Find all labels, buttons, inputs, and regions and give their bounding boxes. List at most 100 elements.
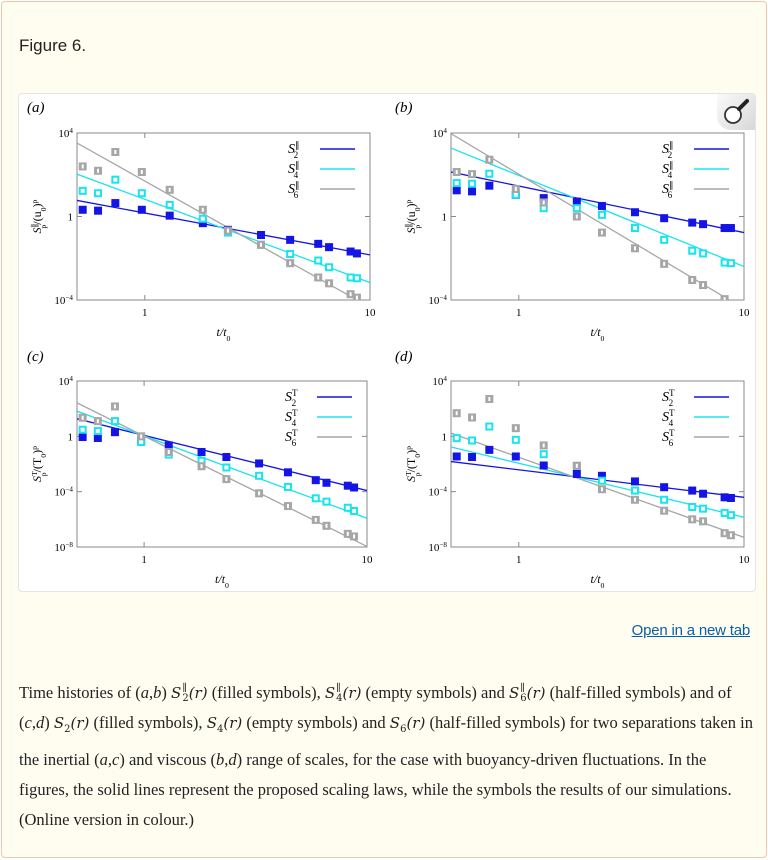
open-in-new-tab-link[interactable]: Open in a new tab: [631, 622, 751, 639]
data-point-inner: [317, 275, 320, 280]
data-point-S2: [283, 468, 292, 477]
data-point-inner: [353, 534, 356, 539]
data-point-S2: [539, 461, 548, 470]
data-point-S2: [197, 447, 206, 456]
data-point-inner: [113, 404, 116, 409]
data-point-inner: [471, 415, 474, 420]
caption-math: S ∥ 2 (r): [171, 683, 208, 704]
legend-label: S∥ 2: [288, 140, 300, 160]
data-point-S4: [222, 463, 231, 472]
data-point-S2: [468, 453, 477, 462]
data-point-inner: [514, 426, 517, 431]
legend-label: ST 4: [285, 408, 298, 428]
data-point-S4: [198, 214, 207, 223]
data-point-S4: [688, 246, 697, 255]
data-point-S2: [164, 441, 173, 450]
plot-frame: [450, 380, 745, 548]
data-point-inner: [289, 261, 292, 266]
legend-label: S∥ 4: [288, 160, 300, 180]
data-point-S4: [343, 503, 352, 512]
caption-italic: c: [112, 750, 120, 769]
data-point-inner: [259, 242, 262, 247]
data-point-inner: [258, 491, 261, 496]
caption-italic: b: [153, 683, 162, 702]
data-point-S2: [688, 486, 697, 495]
data-point-S4: [137, 189, 146, 198]
y-tick-label: 1: [68, 212, 74, 224]
data-point-S4: [720, 508, 729, 517]
zoom-button[interactable]: [717, 94, 755, 130]
legend-label: S∥ 6: [662, 180, 674, 200]
data-point-S4: [352, 274, 361, 283]
data-point-S4: [165, 200, 174, 209]
data-point-S4: [597, 476, 606, 485]
data-point-S4: [630, 486, 639, 495]
chart-panel-b: (b) 104 1 10−4 1 10 t/t0 S∥p/(u0)p S∥ 2S∥ 4S∥ 6: [395, 100, 750, 343]
data-point-inner: [455, 170, 458, 175]
data-point-S4: [78, 425, 87, 434]
caption-math: S6(r): [389, 714, 426, 735]
y-axis-label: S∥p/(u0)p: [30, 199, 48, 233]
fit-line-S4: [451, 147, 744, 268]
data-point-inner: [663, 508, 666, 513]
data-point-inner: [140, 170, 143, 175]
panel-label: (d): [395, 349, 413, 365]
y-axis-label: STp/(T0)p: [30, 446, 48, 482]
plot-frame: [76, 380, 368, 548]
x-axis-label: t/t0: [591, 572, 605, 590]
y-tick-label: 10−8: [428, 541, 447, 554]
data-point-S4: [660, 235, 669, 244]
chart-panel-c: (c) 104 1 10−4 10−8 1 10 t/t0 STp/(T0)p ST 2ST 4ST 6: [27, 349, 373, 590]
y-tick-label: 104: [58, 375, 73, 388]
data-point-inner: [96, 419, 99, 424]
data-point-S4: [468, 179, 477, 188]
data-point-S4: [699, 249, 708, 258]
data-point-inner: [702, 283, 705, 288]
x-tick-label: 10: [739, 554, 751, 566]
data-point-inner: [328, 281, 331, 286]
data-point-inner: [729, 533, 732, 538]
data-point-S2: [350, 483, 359, 492]
y-tick-label: 10−8: [54, 541, 73, 554]
data-point-S4: [110, 417, 119, 426]
data-point-inner: [200, 464, 203, 469]
panel-label: (c): [27, 349, 44, 365]
data-point-inner: [349, 292, 352, 297]
data-point-inner: [325, 523, 328, 528]
data-point-S4: [720, 258, 729, 267]
data-point-S4: [485, 169, 494, 178]
data-point-S2: [630, 208, 639, 217]
data-point-S4: [111, 175, 120, 184]
data-point-S4: [485, 422, 494, 431]
data-point-S4: [660, 495, 669, 504]
data-point-S4: [311, 494, 320, 503]
data-point-inner: [167, 449, 170, 454]
data-point-S4: [726, 511, 735, 520]
y-tick-label: 1: [442, 212, 448, 224]
data-point-inner: [633, 246, 636, 251]
data-point-inner: [97, 168, 100, 173]
y-tick-label: 10−4: [54, 486, 73, 499]
data-point-S2: [699, 220, 708, 229]
data-point-inner: [663, 261, 666, 266]
data-point-S2: [720, 493, 729, 502]
data-point-S4: [597, 210, 606, 219]
data-point-inner: [514, 186, 517, 191]
y-tick-label: 104: [432, 375, 447, 388]
y-tick-label: 10−4: [428, 294, 447, 307]
caption-italic: b: [216, 750, 225, 769]
caption-math: S ∥ 4 (r): [324, 683, 362, 704]
x-tick-label: 10: [365, 307, 377, 319]
data-point-S2: [343, 481, 352, 490]
data-point-inner: [600, 230, 603, 235]
x-axis-label: t/t0: [215, 572, 229, 590]
data-point-inner: [286, 504, 289, 509]
data-point-S2: [452, 186, 461, 195]
caption-math: S ∥ 6 (r): [509, 683, 546, 704]
data-point-S2: [256, 230, 265, 239]
data-point-S4: [255, 471, 264, 480]
data-point-inner: [633, 497, 636, 502]
data-point-S4: [78, 186, 87, 195]
data-point-inner: [140, 434, 143, 439]
data-point-S2: [485, 181, 494, 190]
